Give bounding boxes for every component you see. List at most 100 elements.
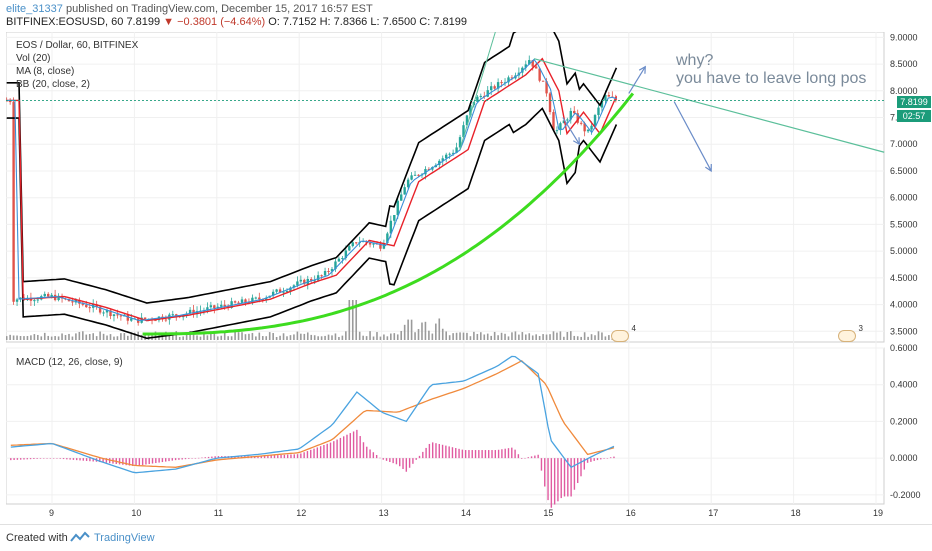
macd-signal-line: [10, 360, 615, 468]
volume-bar: [428, 330, 430, 340]
macd-histogram-bar: [39, 458, 42, 459]
macd-histogram-bar: [85, 458, 88, 461]
macd-histogram-bar: [263, 455, 266, 459]
macd-histogram-bar: [290, 454, 292, 459]
publish-info: published on TradingView.com, December 1…: [65, 3, 373, 15]
event-flag-icon[interactable]: 3: [838, 324, 863, 342]
macd-histogram-bar: [375, 454, 378, 459]
macd-histogram-bar: [425, 447, 427, 459]
macd-histogram-bar: [52, 458, 55, 459]
volume-bar: [421, 322, 423, 340]
macd-histogram-bar: [296, 454, 299, 459]
last-price-tag: 7.8199: [897, 96, 931, 108]
candle-body: [486, 90, 489, 97]
macd-histogram-bar: [415, 458, 417, 460]
macd-histogram-bar: [613, 456, 615, 459]
volume-bar: [40, 336, 43, 340]
annotation-arrow: [628, 66, 646, 94]
volume-bar: [608, 335, 610, 340]
volume-bar: [601, 332, 603, 340]
volume-bar: [549, 334, 551, 340]
macd-histogram-bar: [609, 457, 612, 459]
bb-lower-band: [6, 107, 618, 340]
volume-bar: [26, 335, 29, 340]
chart-area[interactable]: 9.00008.50008.00007.50007.00006.50006.00…: [6, 32, 932, 520]
candle-body: [8, 100, 12, 103]
volume-bar: [230, 336, 233, 340]
volume-bar: [563, 336, 565, 340]
time-tick-label: 15: [543, 508, 553, 518]
volume-bar: [282, 333, 285, 340]
volume-bar: [483, 334, 486, 340]
macd-histogram-bar: [13, 458, 15, 460]
macd-histogram-bar: [547, 458, 549, 501]
symbol-label: BITFINEX:EOSUSD, 60: [6, 16, 124, 28]
volume-bar: [348, 300, 351, 340]
footer-brand[interactable]: TradingView: [94, 532, 155, 544]
macd-histogram-bar: [435, 443, 437, 459]
annotation-arrow: [562, 117, 580, 145]
macd-histogram-bar: [319, 446, 322, 459]
candle-body: [188, 309, 192, 314]
macd-histogram-bar: [382, 458, 384, 460]
candle-body: [597, 107, 600, 116]
candle-body: [445, 154, 448, 159]
volume-bar: [185, 333, 188, 340]
event-flag-icon[interactable]: 4: [611, 324, 636, 342]
volume-bar: [47, 335, 50, 340]
volume-bar: [362, 335, 364, 340]
macd-histogram-bar: [72, 458, 75, 460]
author-link[interactable]: elite_31337: [6, 3, 63, 15]
macd-histogram-bar: [557, 458, 559, 502]
candle-body: [282, 291, 285, 293]
candle-body: [489, 86, 493, 91]
volume-bar: [50, 336, 53, 340]
volume-bar: [106, 335, 108, 340]
macd-histogram-bar: [174, 458, 177, 461]
macd-histogram-bar: [165, 458, 167, 462]
volume-bar: [213, 331, 216, 340]
volume-bar: [216, 336, 219, 340]
macd-histogram-bar: [267, 455, 269, 459]
candle-body: [116, 314, 119, 316]
candle-body: [33, 300, 36, 302]
volume-bar: [244, 334, 247, 340]
volume-bar: [154, 331, 157, 340]
volume-bar: [559, 331, 562, 340]
macd-histogram-bar: [431, 442, 434, 459]
macd-histogram-bar: [191, 458, 193, 459]
candle-body: [220, 304, 223, 307]
candle-body: [327, 271, 330, 273]
macd-histogram-bar: [270, 455, 272, 459]
candle-body: [400, 194, 403, 201]
macd-histogram-bar: [273, 455, 276, 459]
volume-bar: [300, 333, 302, 340]
volume-bar: [64, 335, 67, 340]
macd-histogram-bar: [497, 449, 500, 459]
annotation-line-2: you have to leave long pos: [676, 70, 867, 87]
candle-body: [417, 174, 420, 176]
volume-bar: [192, 331, 195, 340]
price-chart-svg[interactable]: 9.00008.50008.00007.50007.00006.50006.00…: [6, 32, 932, 520]
macd-histogram-bar: [141, 458, 144, 465]
volume-bar: [19, 336, 22, 340]
candle-body: [334, 261, 337, 270]
time-tick-label: 17: [708, 508, 718, 518]
candle-body: [258, 297, 261, 300]
macd-histogram-bar: [392, 458, 394, 464]
macd-histogram-bar: [458, 448, 460, 459]
candle-body: [192, 309, 195, 315]
macd-histogram-bar: [484, 450, 487, 459]
chart-header: elite_31337 published on TradingView.com…: [0, 0, 932, 30]
volume-bar: [331, 335, 333, 340]
bb-basis-line: [6, 57, 618, 322]
candle-body: [448, 153, 451, 155]
macd-histogram-bar: [260, 455, 262, 459]
candle-body: [389, 220, 393, 234]
price-tick-label: 8.0000: [890, 86, 918, 96]
macd-histogram-bar: [217, 456, 220, 459]
volume-bar: [473, 331, 475, 340]
macd-histogram-bar: [399, 458, 401, 467]
macd-histogram-bar: [171, 458, 174, 461]
volume-bar: [597, 331, 600, 340]
